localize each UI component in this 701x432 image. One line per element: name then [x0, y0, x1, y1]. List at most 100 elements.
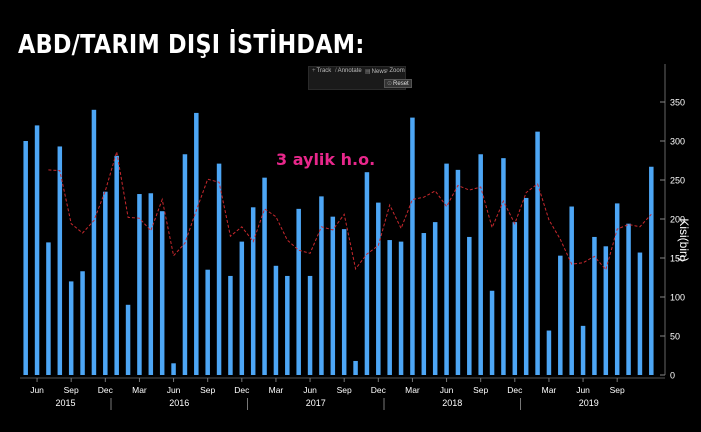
- bar[interactable]: [387, 240, 392, 375]
- bar[interactable]: [376, 202, 381, 375]
- zoom-button[interactable]: ⌕Zoom: [385, 68, 405, 75]
- bar[interactable]: [398, 241, 404, 375]
- bar[interactable]: [296, 208, 301, 375]
- bar[interactable]: [535, 131, 540, 375]
- bar[interactable]: [558, 255, 563, 375]
- bar[interactable]: [285, 275, 290, 375]
- bar[interactable]: [46, 242, 51, 375]
- bar[interactable]: [250, 207, 256, 375]
- annotate-button[interactable]: /Annotate: [335, 68, 362, 74]
- y-tick-label: 250: [670, 176, 685, 186]
- zoom-icon: ⌕: [385, 68, 389, 74]
- y-axis-label: Kisi(bin): [677, 218, 691, 262]
- reset-label: Reset: [393, 81, 409, 87]
- moving-average-line: [48, 151, 652, 271]
- month-label: Sep: [337, 385, 352, 395]
- bar[interactable]: [319, 196, 324, 375]
- news-button[interactable]: ▤News: [365, 68, 387, 75]
- bar[interactable]: [239, 241, 245, 375]
- year-label: 2017: [306, 398, 326, 408]
- y-tick-label: 300: [670, 137, 685, 147]
- news-icon: ▤: [365, 69, 371, 75]
- track-label: Track: [316, 68, 332, 74]
- reset-button[interactable]: ⊙Reset: [384, 79, 412, 88]
- zoom-label: Zoom: [389, 68, 405, 74]
- bar[interactable]: [444, 163, 449, 375]
- bar[interactable]: [182, 154, 188, 375]
- chart-title: ABD/TARIM DIŞI İSTİHDAM:: [18, 30, 365, 60]
- month-label: Jun: [440, 385, 454, 395]
- month-label: Jun: [576, 385, 590, 395]
- year-label: 2018: [442, 398, 462, 408]
- bar[interactable]: [307, 275, 313, 375]
- bar[interactable]: [194, 112, 199, 376]
- bar[interactable]: [171, 363, 176, 375]
- month-label: Dec: [98, 385, 114, 395]
- bar[interactable]: [410, 117, 415, 375]
- bar[interactable]: [626, 223, 631, 375]
- bar[interactable]: [364, 172, 370, 375]
- bar[interactable]: [467, 236, 472, 375]
- month-label: Jun: [30, 385, 44, 395]
- month-label: Sep: [64, 385, 79, 395]
- bar[interactable]: [23, 141, 28, 375]
- bar[interactable]: [353, 360, 358, 375]
- bar[interactable]: [478, 154, 483, 375]
- bar[interactable]: [205, 269, 210, 375]
- bar[interactable]: [57, 146, 63, 375]
- y-tick-label: 50: [670, 332, 680, 342]
- pencil-icon: /: [335, 68, 337, 74]
- bar[interactable]: [603, 246, 609, 375]
- bar[interactable]: [68, 281, 74, 375]
- bar[interactable]: [580, 325, 586, 375]
- bar[interactable]: [501, 158, 506, 375]
- month-label: Jun: [303, 385, 317, 395]
- bar[interactable]: [455, 169, 461, 375]
- bar[interactable]: [432, 222, 438, 375]
- bar[interactable]: [330, 216, 336, 375]
- bar[interactable]: [216, 163, 222, 375]
- track-button[interactable]: +Track: [312, 68, 331, 74]
- bar[interactable]: [262, 177, 267, 375]
- bar[interactable]: [80, 271, 85, 375]
- bar[interactable]: [137, 194, 142, 375]
- bar[interactable]: [421, 233, 427, 375]
- bar[interactable]: [523, 197, 529, 375]
- bar[interactable]: [546, 330, 552, 375]
- bar[interactable]: [125, 304, 131, 375]
- bar[interactable]: [569, 206, 574, 375]
- chart-annotation: 3 aylik h.o.: [276, 150, 376, 169]
- y-tick-label: 0: [670, 371, 675, 381]
- year-label: 2016: [169, 398, 189, 408]
- bar[interactable]: [114, 155, 119, 375]
- month-label: Dec: [507, 385, 523, 395]
- bar[interactable]: [512, 222, 518, 375]
- month-label: Mar: [405, 385, 420, 395]
- month-label: Sep: [473, 385, 488, 395]
- month-label: Mar: [132, 385, 147, 395]
- bar[interactable]: [592, 236, 597, 375]
- bar[interactable]: [159, 211, 165, 375]
- month-label: Dec: [234, 385, 250, 395]
- bar[interactable]: [489, 290, 495, 375]
- bar[interactable]: [273, 265, 279, 375]
- bar[interactable]: [228, 275, 233, 375]
- bar[interactable]: [649, 166, 654, 375]
- bar[interactable]: [148, 193, 154, 375]
- bar[interactable]: [34, 125, 40, 376]
- bar[interactable]: [614, 203, 620, 375]
- bar[interactable]: [91, 109, 97, 376]
- bar[interactable]: [103, 191, 108, 375]
- annotate-label: Annotate: [337, 68, 362, 74]
- reset-icon: ⊙: [387, 81, 393, 87]
- bar[interactable]: [341, 229, 347, 375]
- y-tick-label: 200: [670, 215, 685, 225]
- crosshair-icon: +: [312, 68, 316, 74]
- month-label: Mar: [269, 385, 284, 395]
- bar[interactable]: [637, 252, 643, 375]
- chart-toolbar: +Track /Annotate ▤News ⌕Zoom ⊙Reset: [308, 66, 412, 90]
- month-label: Jun: [167, 385, 181, 395]
- y-tick-label: 100: [670, 293, 685, 303]
- year-label: 2015: [55, 398, 75, 408]
